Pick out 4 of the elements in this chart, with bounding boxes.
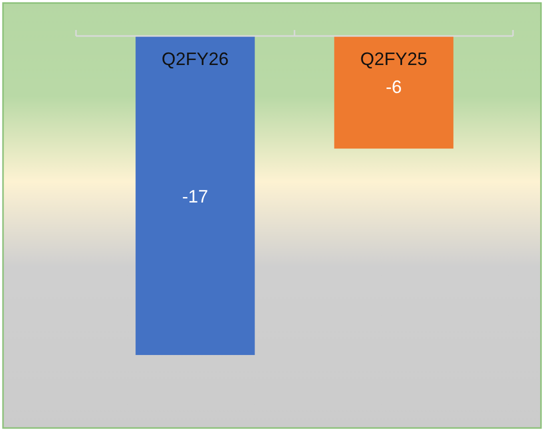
data-label: -17 — [182, 186, 208, 206]
data-label: -6 — [386, 77, 402, 97]
x-tick-label: Q2FY25 — [360, 49, 428, 69]
x-tick-label: Q2FY26 — [162, 49, 229, 69]
